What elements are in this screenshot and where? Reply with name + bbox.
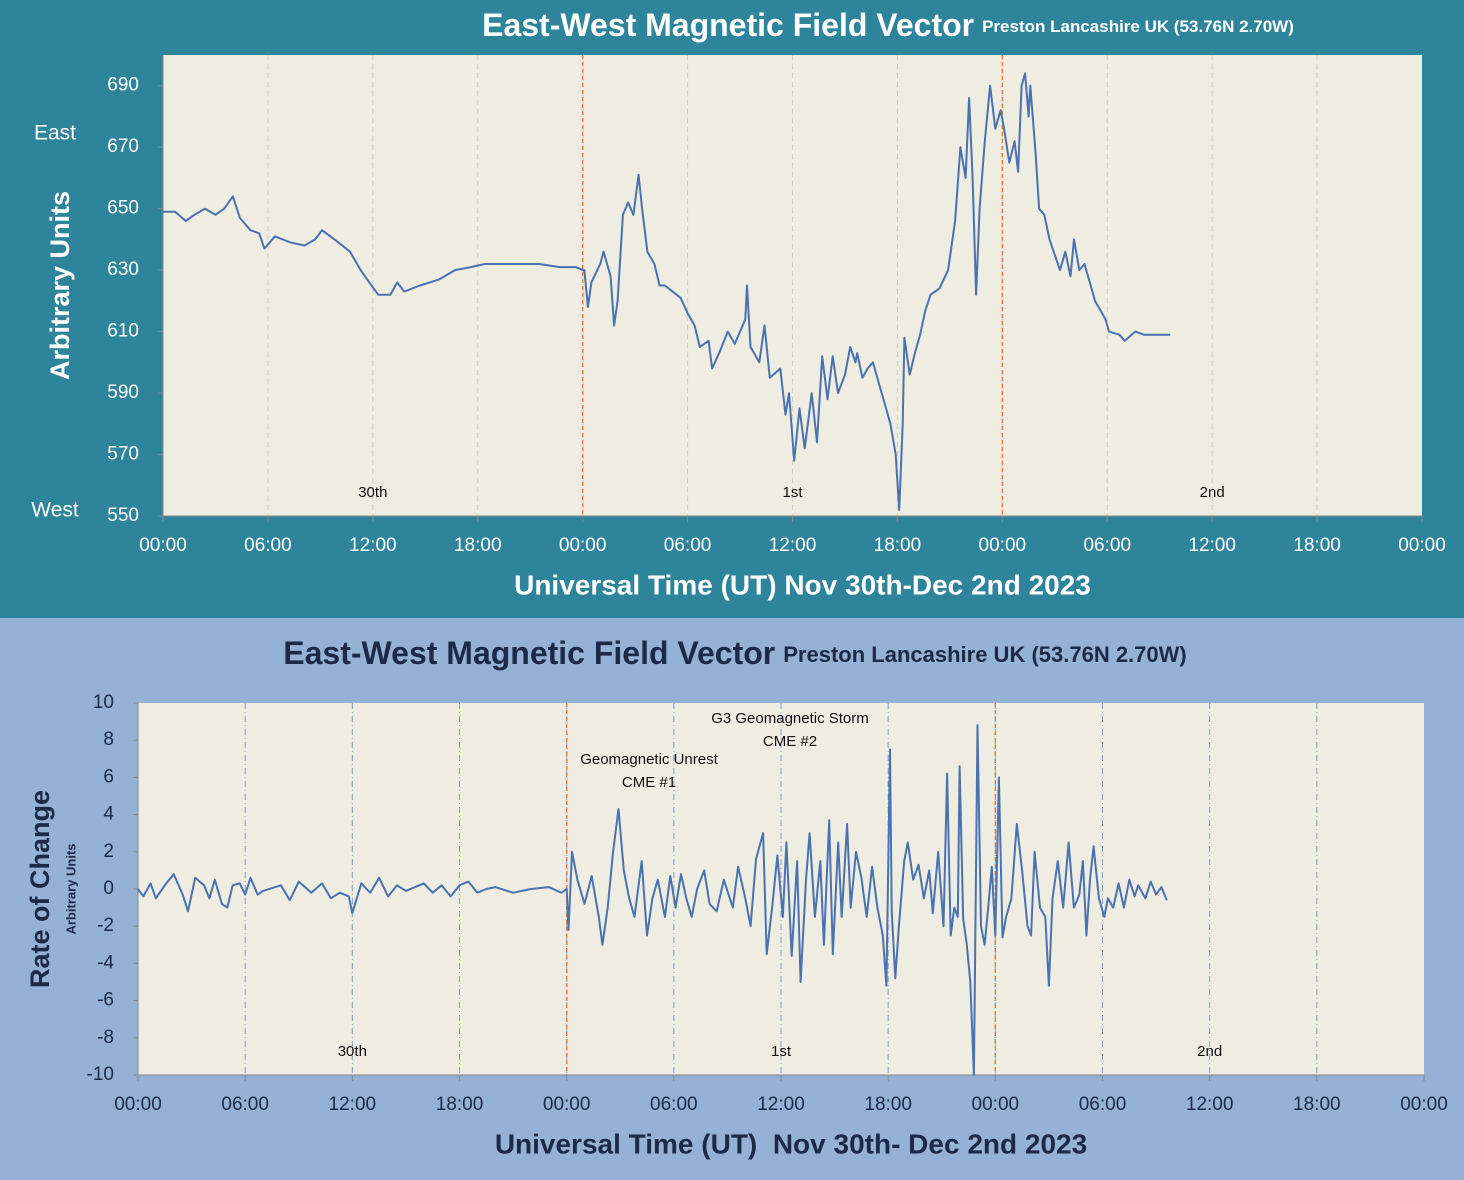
x-tick-label: 12:00 <box>1188 535 1236 556</box>
y-tick-label: 570 <box>107 444 139 465</box>
title-sub: Preston Lancashire UK (53.76N 2.70W) <box>783 642 1186 667</box>
y-axis-label: Arbitrary Units <box>45 191 75 380</box>
y-tick-label: 610 <box>107 321 139 342</box>
x-tick-label: 00:00 <box>1398 535 1446 556</box>
y-tick-label: -10 <box>87 1064 114 1085</box>
y-tick-label: 0 <box>103 878 114 899</box>
y-tick-label: 670 <box>107 136 139 157</box>
side-label: East <box>34 122 76 145</box>
data-line <box>137 724 1168 1076</box>
y-axis-label: Rate of Change <box>25 790 55 988</box>
x-tick-label: 06:00 <box>221 1094 269 1115</box>
y-tick-label: 590 <box>107 382 139 403</box>
day-label: 1st <box>782 484 803 501</box>
y-tick-label: -6 <box>97 990 114 1011</box>
x-tick-label: 06:00 <box>1079 1094 1127 1115</box>
title-main: East-West Magnetic Field Vector <box>482 7 974 43</box>
y-tick-label: 690 <box>107 75 139 96</box>
x-tick-label: 12:00 <box>1186 1094 1234 1115</box>
y-tick-label: 650 <box>107 198 139 219</box>
x-tick-label: 06:00 <box>664 535 712 556</box>
x-tick-label: 00:00 <box>114 1094 162 1115</box>
y-tick-label: 4 <box>103 804 114 825</box>
x-tick-label: 12:00 <box>757 1094 805 1115</box>
x-tick-label: 18:00 <box>454 535 502 556</box>
annotation: CME #2 <box>763 733 817 750</box>
annotation: CME #1 <box>622 774 676 791</box>
title-main: East-West Magnetic Field Vector <box>283 635 775 671</box>
x-tick-label: 00:00 <box>543 1094 591 1115</box>
chart-title: East-West Magnetic Field Vector Preston L… <box>482 7 1294 43</box>
annotation: G3 Geomagnetic Storm <box>711 710 869 727</box>
y-tick-label: 550 <box>107 505 139 526</box>
x-axis-label: Universal Time (UT) Nov 30th-Dec 2nd 202… <box>514 569 1091 600</box>
y-tick-label: 6 <box>103 766 114 787</box>
data-line <box>163 72 1171 511</box>
day-label: 30th <box>338 1043 367 1060</box>
y-tick-label: 630 <box>107 259 139 280</box>
x-tick-label: 00:00 <box>972 1094 1020 1115</box>
x-tick-label: 18:00 <box>1293 535 1341 556</box>
x-tick-label: 06:00 <box>1083 535 1131 556</box>
x-tick-label: 18:00 <box>436 1094 484 1115</box>
x-tick-label: 00:00 <box>1400 1094 1448 1115</box>
y-axis-sublabel: Arbitrary Units <box>63 843 78 934</box>
x-tick-label: 06:00 <box>650 1094 698 1115</box>
day-label: 1st <box>771 1043 792 1060</box>
day-label: 2nd <box>1197 1043 1222 1060</box>
x-tick-label: 12:00 <box>349 535 397 556</box>
x-tick-label: 00:00 <box>979 535 1027 556</box>
y-tick-label: 10 <box>93 692 114 713</box>
y-tick-label: -4 <box>97 952 114 973</box>
side-label: West <box>31 499 79 522</box>
title-sub: Preston Lancashire UK (53.76N 2.70W) <box>982 17 1294 36</box>
y-tick-label: -8 <box>97 1027 114 1048</box>
x-tick-label: 12:00 <box>329 1094 377 1115</box>
y-tick-label: -2 <box>97 915 114 936</box>
x-tick-label: 18:00 <box>864 1094 912 1115</box>
x-tick-label: 18:00 <box>1293 1094 1341 1115</box>
day-label: 2nd <box>1200 484 1225 501</box>
x-tick-label: 12:00 <box>769 535 817 556</box>
y-tick-label: 2 <box>103 841 114 862</box>
day-label: 30th <box>358 484 387 501</box>
chart-title: East-West Magnetic Field Vector Preston L… <box>283 635 1186 671</box>
y-tick-label: 8 <box>103 729 114 750</box>
x-tick-label: 00:00 <box>139 535 187 556</box>
x-tick-label: 18:00 <box>874 535 922 556</box>
x-tick-label: 06:00 <box>244 535 292 556</box>
annotation: Geomagnetic Unrest <box>580 751 718 768</box>
x-axis-label: Universal Time (UT) Nov 30th- Dec 2nd 20… <box>495 1128 1087 1159</box>
x-tick-label: 00:00 <box>559 535 607 556</box>
